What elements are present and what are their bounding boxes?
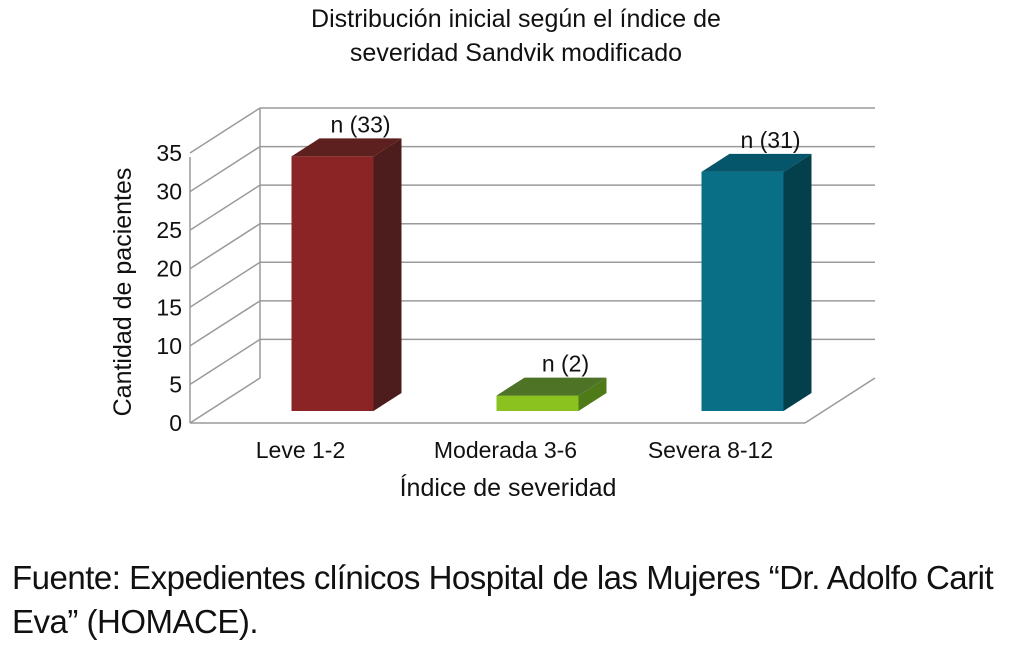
bar-side-face — [783, 153, 812, 411]
bars: n (33) n (2) n (31) — [291, 111, 812, 411]
bar-top-face — [496, 377, 607, 396]
source-note: Fuente: Expedientes clínicos Hospital de… — [12, 559, 994, 640]
x-category-label: Severa 8-12 — [648, 437, 773, 463]
bar-1 — [291, 138, 402, 411]
floor-right-edge — [804, 377, 876, 424]
x-axis-title: Índice de severidad — [400, 473, 617, 502]
bar-front-face — [496, 395, 579, 411]
data-label: n (31) — [740, 127, 800, 153]
y-tick-label: 35 — [156, 140, 182, 166]
gridline-diagonal — [189, 184, 261, 231]
bar-top-face — [291, 138, 402, 157]
data-label: n (33) — [330, 111, 390, 137]
gridline-diagonal — [189, 223, 261, 270]
y-axis-ticks: 0 5 10 15 20 25 30 35 — [156, 140, 182, 436]
chart-title-line-1: Distribución inicial según el índice de — [311, 5, 721, 33]
bar-front-face — [701, 171, 784, 411]
bar-top-face — [701, 153, 812, 172]
y-tick-label: 0 — [169, 410, 182, 436]
floor-left-edge — [189, 377, 261, 424]
gridline-diagonal — [189, 300, 261, 347]
chart-title-line-2: severidad Sandvik modificado — [350, 39, 682, 67]
x-category-label: Moderada 3-6 — [434, 437, 577, 463]
gridline-diagonal — [189, 107, 261, 154]
y-axis-title: Cantidad de pacientes — [109, 168, 137, 417]
bar-side-face — [373, 138, 402, 411]
y-tick-label: 25 — [156, 217, 182, 243]
bar-2 — [496, 377, 607, 411]
data-label: n (2) — [542, 351, 589, 377]
x-category-label: Leve 1-2 — [256, 437, 346, 463]
y-tick-label: 5 — [169, 371, 182, 397]
gridline-diagonal — [189, 261, 261, 308]
y-tick-label: 30 — [156, 179, 182, 205]
gridline-diagonal — [189, 145, 261, 193]
y-tick-label: 10 — [156, 333, 182, 359]
x-axis-categories: Leve 1-2 Moderada 3-6 Severa 8-12 — [256, 437, 773, 463]
y-tick-label: 20 — [156, 256, 182, 282]
y-tick-label: 15 — [156, 294, 182, 320]
bar-front-face — [291, 156, 374, 411]
gridline-diagonal — [189, 338, 261, 386]
bar-3 — [701, 153, 812, 411]
plot-frame — [189, 108, 876, 424]
bar-side-face — [578, 377, 607, 411]
